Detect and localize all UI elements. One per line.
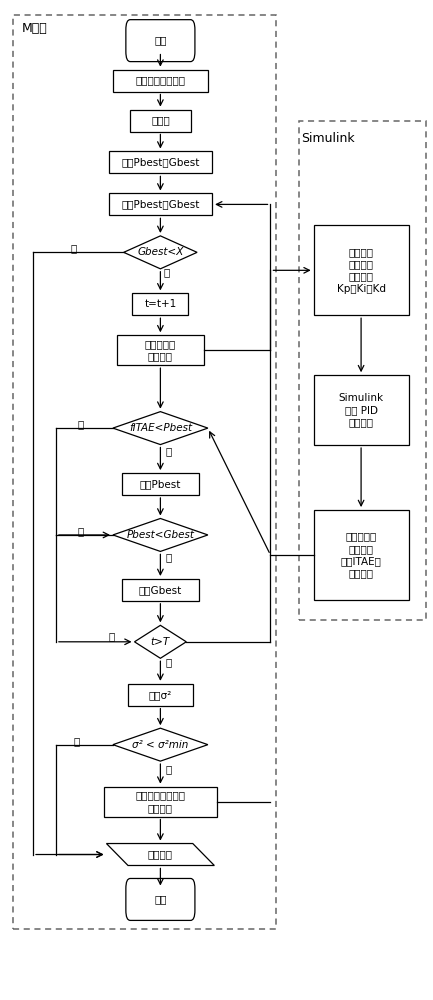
Text: M文件: M文件 xyxy=(21,22,47,35)
Text: Simulink: Simulink xyxy=(301,132,354,145)
Bar xyxy=(313,510,409,600)
Text: 计算σ²: 计算σ² xyxy=(149,690,172,700)
Text: 记录Pbest和Gbest: 记录Pbest和Gbest xyxy=(121,199,200,209)
FancyBboxPatch shape xyxy=(126,878,195,920)
Text: 否: 否 xyxy=(78,419,84,429)
Bar xyxy=(130,110,191,132)
Text: 对粒子群进行混沌
映射处理: 对粒子群进行混沌 映射处理 xyxy=(136,790,185,813)
Text: t=t+1: t=t+1 xyxy=(144,299,177,309)
Text: t>T: t>T xyxy=(151,637,170,647)
Bar xyxy=(132,293,188,315)
Bar xyxy=(122,473,199,495)
Text: 否: 否 xyxy=(73,737,79,747)
Bar xyxy=(109,151,212,173)
Text: 否: 否 xyxy=(164,267,170,277)
Text: 否: 否 xyxy=(78,526,84,536)
Bar xyxy=(117,335,204,365)
Polygon shape xyxy=(107,844,214,865)
Bar xyxy=(109,193,212,215)
Text: 否: 否 xyxy=(165,657,171,667)
Text: 更新Pbest: 更新Pbest xyxy=(140,479,181,489)
Text: σ² < σ²min: σ² < σ²min xyxy=(132,740,189,750)
Text: 输出结果: 输出结果 xyxy=(148,850,173,860)
Text: 粒子位置
所携带的
比例因子
Kp、Ki、Kd: 粒子位置 所携带的 比例因子 Kp、Ki、Kd xyxy=(336,247,386,294)
Text: fITAE<Pbest: fITAE<Pbest xyxy=(129,423,192,433)
Bar xyxy=(313,225,409,315)
Text: 更新粒子速
度与位置: 更新粒子速 度与位置 xyxy=(145,339,176,361)
Text: 获得温度的
变化曲线
计算ITAE目
标函数値: 获得温度的 变化曲线 计算ITAE目 标函数値 xyxy=(341,531,381,579)
Polygon shape xyxy=(113,728,208,761)
Bar xyxy=(122,579,199,601)
Text: 初始化: 初始化 xyxy=(151,116,170,126)
Text: 开始: 开始 xyxy=(154,36,167,46)
Text: Simulink
模糊 PID
控制系统: Simulink 模糊 PID 控制系统 xyxy=(339,393,384,428)
Text: 是: 是 xyxy=(165,552,171,562)
Bar xyxy=(113,70,208,92)
Text: 设置系统控制参数: 设置系统控制参数 xyxy=(136,76,185,86)
Text: 结束: 结束 xyxy=(154,894,167,904)
Bar xyxy=(128,684,193,706)
Text: 是: 是 xyxy=(109,631,115,641)
FancyBboxPatch shape xyxy=(126,20,195,62)
Polygon shape xyxy=(124,236,197,269)
Polygon shape xyxy=(113,518,208,551)
Bar xyxy=(313,375,409,445)
Text: 是: 是 xyxy=(165,765,171,775)
Text: 是: 是 xyxy=(165,446,171,456)
Polygon shape xyxy=(135,625,186,658)
Bar xyxy=(104,787,216,817)
Text: 是: 是 xyxy=(70,243,76,253)
Text: Pbest<Gbest: Pbest<Gbest xyxy=(126,530,194,540)
Text: 更新Gbest: 更新Gbest xyxy=(139,585,182,595)
Polygon shape xyxy=(113,412,208,445)
Text: 计算Pbest和Gbest: 计算Pbest和Gbest xyxy=(121,157,200,167)
Text: Gbest<X: Gbest<X xyxy=(137,247,184,257)
